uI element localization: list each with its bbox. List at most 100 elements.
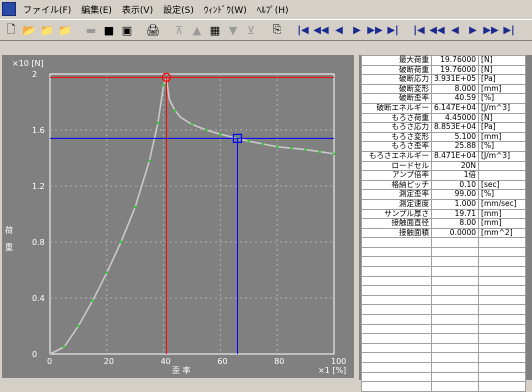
arrow-down-icon[interactable]: ▼ — [228, 23, 238, 37]
first-icon[interactable]: |◀ — [297, 24, 309, 36]
cell-value — [430, 371, 480, 383]
chart-icon[interactable]: ▬ — [85, 23, 97, 37]
cell-value: 8.00 — [430, 218, 480, 229]
arrow-up-icon[interactable]: ⊼ — [174, 23, 184, 37]
cell-label — [361, 275, 432, 287]
prev-icon[interactable]: ◀ — [335, 24, 343, 36]
data-marker — [77, 324, 80, 328]
data-marker — [332, 152, 336, 155]
menu-help[interactable]: ﾍﾙﾌﾟ(H) — [256, 5, 289, 16]
cell-value — [430, 304, 480, 316]
arrow-up-icon-2[interactable]: ▲ — [192, 23, 202, 37]
cell-value — [430, 314, 480, 325]
table-row: 破断エネルギー 6.147E+04 [J/m^3] — [361, 102, 527, 114]
data-marker — [156, 121, 160, 125]
data-marker — [190, 123, 194, 126]
x-tick-label: 40 — [161, 357, 171, 366]
print-icon[interactable]: 🖨 — [146, 23, 160, 37]
prev-fast-icon-2[interactable]: ◀◀ — [429, 24, 445, 36]
data-marker — [304, 148, 307, 151]
last-icon[interactable]: ▶| — [387, 24, 399, 36]
table-icon[interactable]: ▦ — [209, 23, 221, 37]
menu-window[interactable]: ｳｨﾝﾄﾞｳ(W) — [203, 5, 247, 16]
next-icon[interactable]: ▶ — [353, 24, 361, 36]
y-tick-label: 2 — [32, 70, 37, 79]
table-row — [361, 333, 527, 344]
cell-unit — [478, 237, 527, 248]
y-unit-label: ×10 [N] — [12, 59, 44, 68]
cell-unit — [478, 256, 527, 268]
cell-value — [430, 266, 480, 277]
table-row — [361, 352, 527, 363]
cell-value — [430, 294, 480, 306]
table-row — [361, 266, 527, 277]
cell-value — [430, 362, 480, 373]
cell-label: 破断エネルギー — [361, 102, 432, 114]
new-icon[interactable]: 🗋 — [6, 22, 16, 36]
first-icon-2[interactable]: |◀ — [413, 24, 425, 36]
x-tick-label: 100 — [331, 357, 346, 366]
toolbar: 🗋 📂 📁 📁 ▬ ■ ▣ 🖨 ⊼ ▲ ▦ ▼ ⊻ ⎘ |◀ ◀◀ ◀ ▶ ▶▶… — [0, 19, 532, 41]
page-icon[interactable]: ■ — [103, 23, 115, 37]
app-icon[interactable] — [2, 2, 16, 16]
menu-edit[interactable]: 編集(E) — [81, 5, 112, 16]
results-panel: 最大荷重 19.76000 [N] 破断荷重 19.76000 [N] 破断応力 3.931E… — [359, 55, 532, 392]
copy-icon[interactable]: ▣ — [121, 23, 133, 37]
cell-unit: [mm] — [478, 218, 527, 229]
cell-unit — [478, 371, 527, 383]
cell-value — [430, 381, 480, 392]
cell-value — [430, 275, 480, 287]
cell-label: 最大荷重 — [361, 55, 432, 66]
open-icon[interactable]: 📂 — [22, 23, 36, 37]
open-folder-icon[interactable]: 📁 — [40, 23, 54, 37]
chart-grid — [49, 73, 335, 355]
break-circle — [161, 72, 172, 82]
table-row: もろさ歪率 25.88 [%] — [361, 141, 527, 152]
y-tick-label: 0.8 — [32, 238, 45, 247]
export-icon[interactable]: ⎘ — [272, 23, 282, 36]
load-strain-chart[interactable]: ×10 [N] 0 20 40 60 80 100 2 1.6 1.2 0.8 0.4 0 荷 重 歪… — [2, 55, 354, 378]
x-tick-label: 80 — [274, 357, 284, 366]
next-fast-icon[interactable]: ▶▶ — [367, 24, 383, 36]
menu-settings[interactable]: 設定(S) — [163, 5, 194, 16]
next-icon-2[interactable]: ▶ — [469, 24, 477, 36]
table-row: 接触面直径 8.00 [mm] — [361, 218, 527, 229]
table-row: 破断変形 8.000 [mm] — [361, 83, 527, 95]
toolbar-separator-5 — [287, 22, 293, 38]
prev-icon-2[interactable]: ◀ — [451, 24, 459, 36]
menu-view[interactable]: 表示(V) — [121, 5, 154, 16]
x-unit-label: ×1 [%] — [318, 366, 346, 375]
cell-label — [361, 333, 432, 344]
data-marker — [148, 159, 151, 162]
data-marker — [119, 240, 123, 244]
last-icon-2[interactable]: ▶| — [503, 24, 515, 36]
table-row — [361, 256, 527, 268]
prev-fast-icon[interactable]: ◀◀ — [313, 24, 329, 36]
cell-unit: [Pa] — [478, 74, 527, 85]
cell-label — [361, 371, 432, 383]
table-row — [361, 275, 527, 287]
cell-label: アンプ倍率 — [361, 170, 432, 181]
toolbar-separator-6 — [403, 22, 409, 38]
cell-unit — [478, 342, 527, 354]
cell-value: 8.471E+04 — [430, 150, 480, 162]
cursor-group — [50, 72, 334, 354]
cell-unit: [J/m^3] — [478, 150, 527, 162]
data-marker — [276, 145, 279, 148]
cell-unit: [mm^2] — [478, 227, 527, 239]
table-row: 破断応力 3.931E+05 [Pa] — [361, 74, 527, 85]
cell-value: 25.88 — [430, 141, 480, 152]
data-marker — [162, 84, 165, 87]
open-file-icon[interactable]: 📁 — [58, 23, 72, 37]
next-fast-icon-2[interactable]: ▶▶ — [483, 24, 499, 36]
table-row — [361, 381, 527, 392]
x-tick-label: 20 — [104, 357, 114, 366]
cell-unit: [%] — [478, 141, 527, 152]
data-marker — [91, 299, 94, 302]
menu-file[interactable]: ファイル(F) — [23, 5, 72, 16]
toolbar-separator — [75, 22, 81, 38]
cell-label — [361, 285, 432, 296]
cell-value — [430, 237, 480, 248]
y-tick-label: 0.4 — [32, 294, 45, 303]
arrow-down-icon-2[interactable]: ⊻ — [246, 23, 256, 37]
